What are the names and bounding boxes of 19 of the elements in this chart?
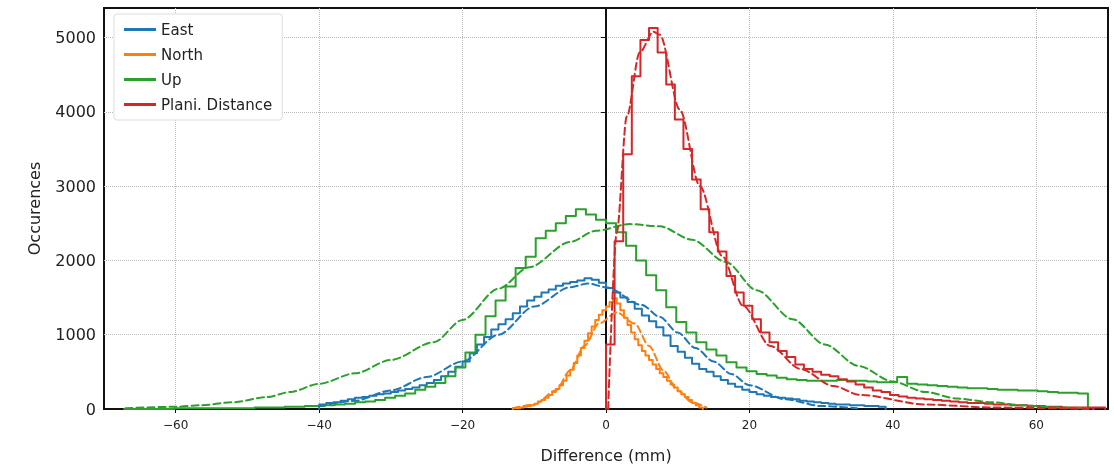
- y-tick-label: 1000: [55, 325, 96, 345]
- x-tick-label: 0: [602, 418, 610, 432]
- x-tick-label: −20: [449, 418, 476, 432]
- x-axis-title: Difference (mm): [540, 445, 672, 465]
- x-tick-label: 40: [885, 418, 901, 432]
- y-tick-label: 5000: [55, 28, 96, 48]
- y-tick-label: 4000: [55, 102, 96, 122]
- x-tick-label: −40: [306, 418, 332, 432]
- y-tick-label: 3000: [55, 176, 96, 196]
- x-tick-label: −60: [163, 418, 189, 432]
- x-tick-label: 20: [741, 418, 758, 432]
- y-tick-label: 0: [85, 399, 96, 419]
- legend-label: Up: [161, 70, 182, 89]
- legend-label: Plani. Distance: [161, 95, 273, 114]
- y-tick-label: 2000: [55, 250, 96, 270]
- legend-label: East: [161, 20, 194, 39]
- x-tick-label: 60: [1028, 418, 1044, 432]
- legend-label: North: [161, 45, 203, 64]
- y-axis-title: Occurences: [24, 161, 44, 256]
